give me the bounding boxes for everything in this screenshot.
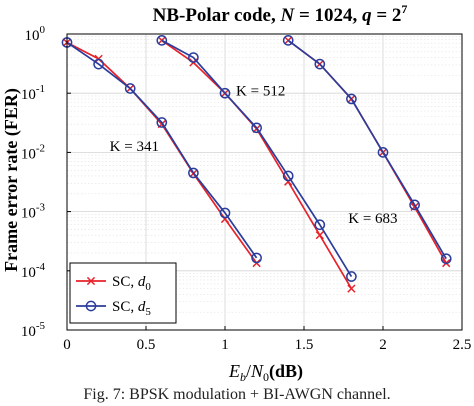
data-point-sc_d5 xyxy=(282,170,294,182)
legend-prefix-sc-d0: SC, xyxy=(112,274,138,290)
data-point-sc_d5 xyxy=(251,122,262,134)
legend-var-sc-d5: d xyxy=(138,299,146,315)
x-label-b: b xyxy=(240,370,246,384)
series-line-sc_d5-3 xyxy=(161,39,353,277)
data-point-sc_d5 xyxy=(219,207,231,219)
curve-annotation: K = 683 xyxy=(348,211,397,227)
legend-sub-sc-d5: 5 xyxy=(145,306,151,318)
data-point-sc_d5 xyxy=(93,58,104,70)
data-point-sc_d5 xyxy=(440,253,452,265)
annotations: K = 341 K = 512 K = 683 xyxy=(110,83,398,227)
legend-label-sc-d5: SC, d5 xyxy=(112,299,151,318)
title-q-var: q xyxy=(362,5,372,26)
data-point-sc_d5 xyxy=(314,58,326,70)
legend-prefix-sc-d5: SC, xyxy=(112,299,138,315)
legend-box xyxy=(69,262,177,324)
x-label-e: E xyxy=(228,361,240,381)
x-tick-label: 2 xyxy=(379,337,387,353)
figure-caption: Fig. 7: BPSK modulation + BI-AWGN channe… xyxy=(83,386,391,403)
y-axis-label: Frame error rate (FER) xyxy=(1,88,22,272)
legend-sample-sc-d0 xyxy=(76,276,106,286)
y-tick-label: 10-3 xyxy=(21,202,46,222)
x-tick-label: 0.5 xyxy=(137,337,156,353)
y-tick-label: 10-5 xyxy=(21,320,46,340)
series-line-sc_d5-5 xyxy=(287,39,447,260)
x-label-n: N xyxy=(250,361,264,381)
y-tick-label: 10-1 xyxy=(21,83,45,103)
data-point-sc_d5 xyxy=(188,52,199,63)
data-point-sc_d5 xyxy=(346,93,357,105)
title-q-eq: = 2 xyxy=(372,5,402,26)
legend-label-sc-d0: SC, d0 xyxy=(112,274,151,293)
legend-var-sc-d0: d xyxy=(138,274,146,290)
curve-annotation: K = 512 xyxy=(236,83,285,99)
data-point-sc_d5 xyxy=(219,87,231,99)
y-tick-label: 10-2 xyxy=(21,142,45,162)
chart-title: NB-Polar code, N = 1024, q = 27 xyxy=(153,2,408,26)
data-point-sc_d5 xyxy=(314,219,326,231)
data-point-sc_d0 xyxy=(157,36,166,45)
x-label-unit: (dB) xyxy=(269,361,303,382)
legend-sub-sc-d0: 0 xyxy=(145,281,151,293)
data-point-sc_d0 xyxy=(315,231,324,240)
data-point-sc_d5 xyxy=(282,35,294,46)
title-n-var: N xyxy=(280,5,296,26)
x-axis-label: Eb/N0(dB) xyxy=(228,361,303,384)
series-line-sc_d0-4 xyxy=(287,39,447,264)
data-point-sc_d5 xyxy=(251,252,262,264)
x-label-slash: / xyxy=(246,361,251,381)
legend-sample-sc-d5 xyxy=(76,300,106,312)
title-n-eq: = 1024, xyxy=(294,5,362,26)
x-tick-label: 1.5 xyxy=(295,337,314,353)
y-tick-label: 10-4 xyxy=(21,261,46,281)
x-tick-label: 1 xyxy=(221,337,229,353)
data-point-sc_d5 xyxy=(377,147,389,158)
data-point-sc_d5 xyxy=(409,199,420,211)
series-line-sc_d5-1 xyxy=(66,41,258,259)
tick-labels: 0 0.5 1 1.5 2 2.5 100 10-1 10-2 10-3 10-4 10-5 xyxy=(21,24,472,353)
title-prefix: NB-Polar code, xyxy=(153,5,281,26)
series-line-sc_d0-2 xyxy=(161,39,353,290)
title-q-exp: 7 xyxy=(401,2,407,16)
y-tick-label: 100 xyxy=(25,24,46,44)
x-tick-label: 0 xyxy=(63,337,71,353)
x-label-zero: 0 xyxy=(263,370,269,384)
series-layer xyxy=(61,35,452,293)
legend: SC, d0 SC, d5 xyxy=(69,262,177,324)
data-point-sc_d5 xyxy=(156,117,168,128)
legend-marker xyxy=(86,276,96,286)
x-tick-label: 2.5 xyxy=(453,337,472,353)
data-point-sc_d5 xyxy=(156,35,168,46)
data-point-sc_d5 xyxy=(124,83,136,94)
legend-marker xyxy=(85,300,97,312)
curve-annotation: K = 341 xyxy=(110,139,159,155)
data-point-sc_d5 xyxy=(188,167,199,179)
data-point-sc_d5 xyxy=(346,271,357,282)
plot-frame xyxy=(66,33,463,331)
data-point-sc_d0 xyxy=(347,284,356,293)
